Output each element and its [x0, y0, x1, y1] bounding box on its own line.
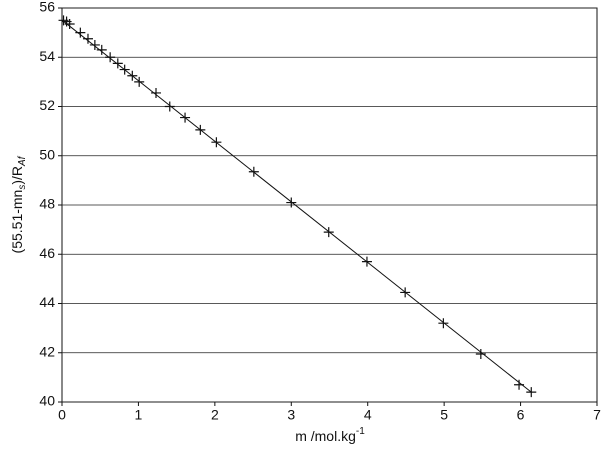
point	[96, 44, 107, 55]
y-tick-label: 46	[39, 245, 55, 261]
point	[438, 318, 449, 329]
point	[361, 256, 372, 267]
x-tick-label: 7	[593, 407, 601, 423]
x-tick-label: 0	[58, 407, 66, 423]
x-label-sup: -1	[356, 426, 365, 437]
x-tick-label: 6	[517, 407, 525, 423]
point	[119, 64, 130, 75]
point	[180, 112, 191, 123]
x-tick-label: 2	[211, 407, 219, 423]
x-tick-label: 3	[287, 407, 295, 423]
y-tick-label: 40	[39, 393, 55, 409]
point	[75, 27, 86, 38]
point	[105, 52, 116, 63]
y-tick-label: 42	[39, 343, 55, 359]
y-tick-label: 44	[39, 294, 55, 310]
y-label-sub: s	[17, 185, 28, 190]
y-tick-label: 50	[39, 146, 55, 162]
point	[127, 70, 138, 81]
x-label-text: m /mol.kg	[295, 428, 356, 444]
point	[89, 39, 100, 50]
point	[195, 124, 206, 135]
point	[134, 76, 145, 87]
point	[112, 58, 123, 69]
x-axis-label: m /mol.kg-1	[295, 426, 365, 444]
point	[151, 87, 162, 98]
y-label-sub: Af	[17, 155, 28, 167]
y-tick-label: 56	[39, 0, 55, 15]
point	[211, 137, 222, 148]
x-tick-label: 1	[135, 407, 143, 423]
point	[82, 33, 93, 44]
point	[64, 19, 75, 30]
y-tick-label: 48	[39, 196, 55, 212]
x-tick-label: 5	[440, 407, 448, 423]
y-axis-label: (55.51-mns)/RAf	[9, 155, 28, 253]
point	[475, 348, 486, 359]
y-tick-label: 52	[39, 97, 55, 113]
point	[400, 287, 411, 298]
point	[286, 197, 297, 208]
point	[514, 379, 525, 390]
point	[164, 101, 175, 112]
point	[526, 387, 537, 398]
y-label-text: (55.51-mn	[9, 190, 25, 254]
point	[248, 166, 259, 177]
x-tick-label: 4	[364, 407, 372, 423]
point	[323, 227, 334, 238]
y-label-text: )/R	[9, 166, 25, 185]
y-tick-label: 54	[39, 48, 55, 64]
